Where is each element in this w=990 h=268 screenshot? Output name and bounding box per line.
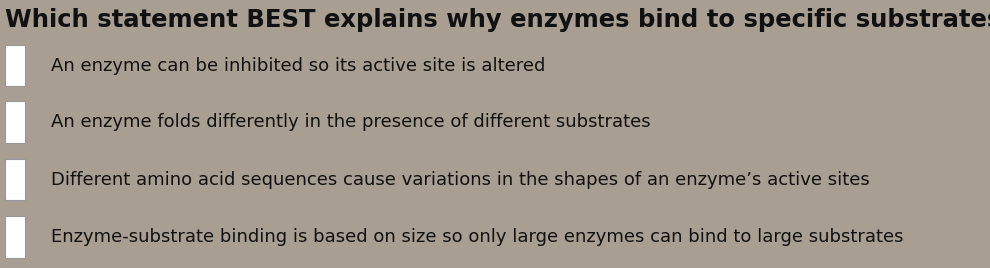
Text: Which statement BEST explains why enzymes bind to specific substrates?: Which statement BEST explains why enzyme…: [5, 8, 990, 32]
Bar: [5, 217, 25, 258]
Bar: [5, 45, 25, 86]
Bar: [5, 159, 25, 200]
Text: Enzyme-substrate binding is based on size so only large enzymes can bind to larg: Enzyme-substrate binding is based on siz…: [51, 228, 904, 246]
Text: An enzyme folds differently in the presence of different substrates: An enzyme folds differently in the prese…: [51, 113, 651, 131]
Text: An enzyme can be inhibited so its active site is altered: An enzyme can be inhibited so its active…: [51, 57, 545, 75]
Bar: [5, 101, 25, 143]
Text: Different amino acid sequences cause variations in the shapes of an enzyme’s act: Different amino acid sequences cause var…: [51, 170, 870, 189]
